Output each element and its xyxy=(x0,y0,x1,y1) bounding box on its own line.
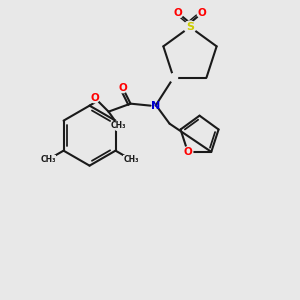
Circle shape xyxy=(113,121,124,131)
Text: CH₃: CH₃ xyxy=(123,155,139,164)
Text: O: O xyxy=(198,8,206,18)
Text: O: O xyxy=(174,8,182,18)
Text: O: O xyxy=(118,83,127,93)
Text: O: O xyxy=(90,93,99,103)
Circle shape xyxy=(197,8,207,18)
Text: O: O xyxy=(183,147,192,157)
Circle shape xyxy=(183,147,193,157)
Circle shape xyxy=(118,83,128,93)
Circle shape xyxy=(125,154,137,166)
Circle shape xyxy=(169,74,178,82)
Circle shape xyxy=(184,21,196,33)
Text: N: N xyxy=(151,101,160,111)
Circle shape xyxy=(173,8,183,18)
Text: CH₃: CH₃ xyxy=(111,121,126,130)
Text: CH₃: CH₃ xyxy=(40,155,56,164)
Circle shape xyxy=(89,93,100,103)
Circle shape xyxy=(42,154,54,166)
Text: S: S xyxy=(186,22,194,32)
